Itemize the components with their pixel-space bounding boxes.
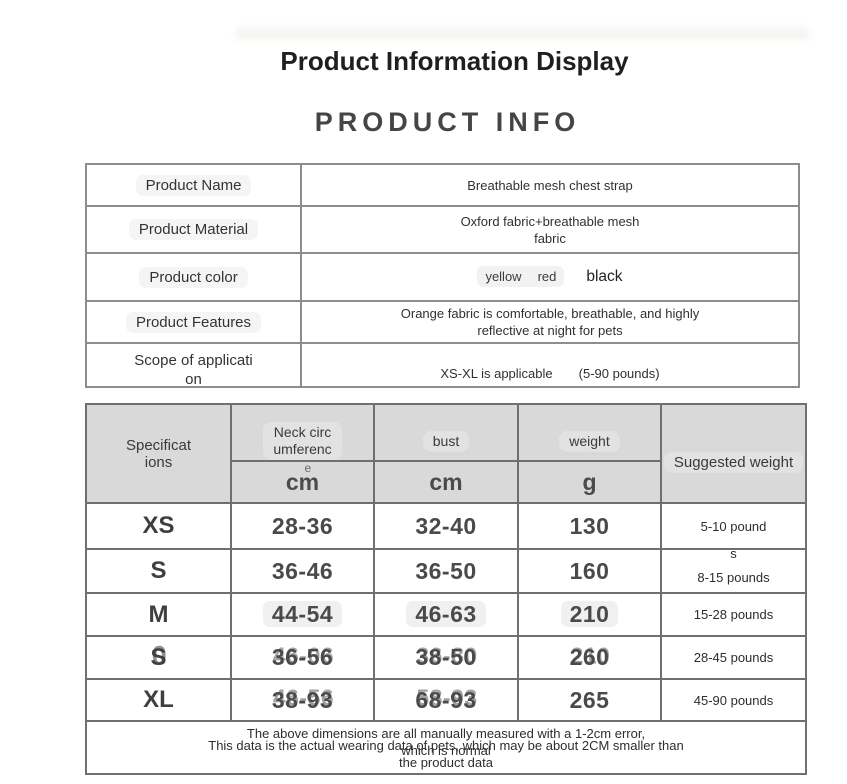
measurement-note: The above dimensions are all manually me… bbox=[85, 720, 807, 775]
table-row: Product Features Orange fabric is comfor… bbox=[85, 300, 800, 344]
spec-unit-row: cm e cm g bbox=[86, 460, 806, 504]
bust-cell: 68-93 58-93 bbox=[373, 678, 519, 722]
header-specifications: Specificat ions bbox=[85, 403, 232, 504]
weight-cell: 260 210 bbox=[517, 635, 662, 680]
info-label-product-features: Product Features bbox=[85, 300, 302, 344]
weight-cell: 160 bbox=[517, 548, 662, 594]
weight-cell: 210 bbox=[517, 592, 662, 637]
spec-row-xs: XS 28-36 32-40 130 5-10 pound s bbox=[85, 502, 807, 561]
unit-weight-g: g bbox=[517, 460, 662, 504]
header-weight: weight bbox=[517, 403, 662, 462]
spec-row-s: S 36-46 36-50 160 8-15 pounds bbox=[85, 548, 807, 594]
info-label-scope: Scope of applicati on bbox=[85, 342, 302, 388]
header-suggested-weight: Suggested weight bbox=[660, 403, 807, 504]
table-row: Product color yellow red black bbox=[85, 252, 800, 302]
ghost-glyph: 46-56 bbox=[272, 684, 335, 711]
top-smudge-artifact bbox=[235, 27, 810, 40]
size-cell: S 0 bbox=[85, 635, 232, 680]
color-option-red: red bbox=[537, 269, 557, 284]
ghost-glyph: 0 bbox=[151, 640, 168, 670]
neck-cell: 36-56 46-06 bbox=[230, 635, 375, 680]
ghost-glyph: 210 bbox=[570, 642, 611, 668]
info-value-product-name: Breathable mesh chest strap bbox=[300, 163, 800, 207]
suggested-weight-cell: 5-10 pound s bbox=[660, 502, 807, 561]
info-label-product-name: Product Name bbox=[85, 163, 302, 207]
size-cell: XS bbox=[85, 502, 232, 550]
table-row: Product Material Oxford fabric+breathabl… bbox=[85, 205, 800, 254]
header-bust: bust bbox=[373, 403, 519, 462]
neck-cell: 28-36 bbox=[230, 502, 375, 550]
table-row: Scope of applicati on XS-XL is applicabl… bbox=[85, 342, 800, 388]
bust-cell: 32-40 bbox=[373, 502, 519, 550]
ghost-glyph: 58-93 bbox=[416, 684, 478, 711]
ghost-glyph: 36-80 bbox=[416, 642, 478, 668]
suggested-weight-cell: 8-15 pounds bbox=[660, 548, 807, 594]
spec-row-l-garbled: S 0 36-56 46-06 38-50 36-80 260 210 28-4… bbox=[85, 635, 807, 680]
size-cell: M bbox=[85, 592, 232, 637]
suggested-weight-cell: 28-45 pounds bbox=[660, 635, 807, 680]
header-neck-circumference: Neck circ umferenc bbox=[230, 403, 375, 462]
color-option-black: black bbox=[586, 268, 623, 285]
unit-bust-cm: cm bbox=[373, 460, 519, 504]
page-subtitle-text: PRODUCT INFO bbox=[314, 107, 581, 137]
product-info-table: Product Name Breathable mesh chest strap… bbox=[85, 163, 800, 388]
info-label-product-color: Product color bbox=[85, 252, 302, 302]
page-title-text: Product Information Display bbox=[280, 46, 629, 76]
ghost-glyph: 46-06 bbox=[272, 642, 335, 668]
page-subtitle: PRODUCT INFO bbox=[0, 107, 847, 138]
ghost-letter-e: e bbox=[304, 460, 312, 475]
suggested-weight-cell: 15-28 pounds bbox=[660, 592, 807, 637]
weight-cell: 265 bbox=[517, 678, 662, 722]
note-layer-2: This data is the actual wearing data of … bbox=[208, 738, 684, 770]
info-label-product-material: Product Material bbox=[85, 205, 302, 254]
color-option-yellow: yellow bbox=[485, 269, 522, 284]
spec-header-row: Specificat ions Neck circ umferenc bust … bbox=[85, 403, 807, 504]
spec-row-xl: XL 38-93 46-56 68-93 58-93 265 45-90 pou… bbox=[85, 678, 807, 722]
bust-cell: 38-50 36-80 bbox=[373, 635, 519, 680]
unit-neck-cm: cm e bbox=[230, 460, 375, 504]
note-layer-1: The above dimensions are all manually me… bbox=[246, 726, 646, 758]
size-cell: XL bbox=[85, 678, 232, 722]
size-cell: S bbox=[85, 548, 232, 594]
neck-cell: 38-93 46-56 bbox=[230, 678, 375, 722]
weight-cell: 130 bbox=[517, 502, 662, 550]
table-row: Product Name Breathable mesh chest strap bbox=[85, 163, 800, 207]
scope-range: XS-XL is applicable bbox=[440, 366, 553, 381]
scope-pounds: (5-90 pounds) bbox=[578, 366, 660, 381]
spec-row-m: M 44-54 46-63 210 15-28 pounds bbox=[85, 592, 807, 637]
bust-cell: 46-63 bbox=[373, 592, 519, 637]
page-title: Product Information Display bbox=[0, 46, 847, 77]
info-value-product-color: yellow red black bbox=[300, 252, 800, 302]
info-value-product-material: Oxford fabric+breathable mesh fabric bbox=[300, 205, 800, 254]
specifications-table: Specificat ions Neck circ umferenc bust … bbox=[85, 403, 807, 775]
neck-cell: 36-46 bbox=[230, 548, 375, 594]
suggested-weight-cell: 45-90 pounds bbox=[660, 678, 807, 722]
info-value-scope: XS-XL is applicable (5-90 pounds) bbox=[300, 342, 800, 388]
info-value-product-features: Orange fabric is comfortable, breathable… bbox=[300, 300, 800, 344]
spec-note-row: The above dimensions are all manually me… bbox=[85, 720, 807, 775]
neck-cell: 44-54 bbox=[230, 592, 375, 637]
bust-cell: 36-50 bbox=[373, 548, 519, 594]
